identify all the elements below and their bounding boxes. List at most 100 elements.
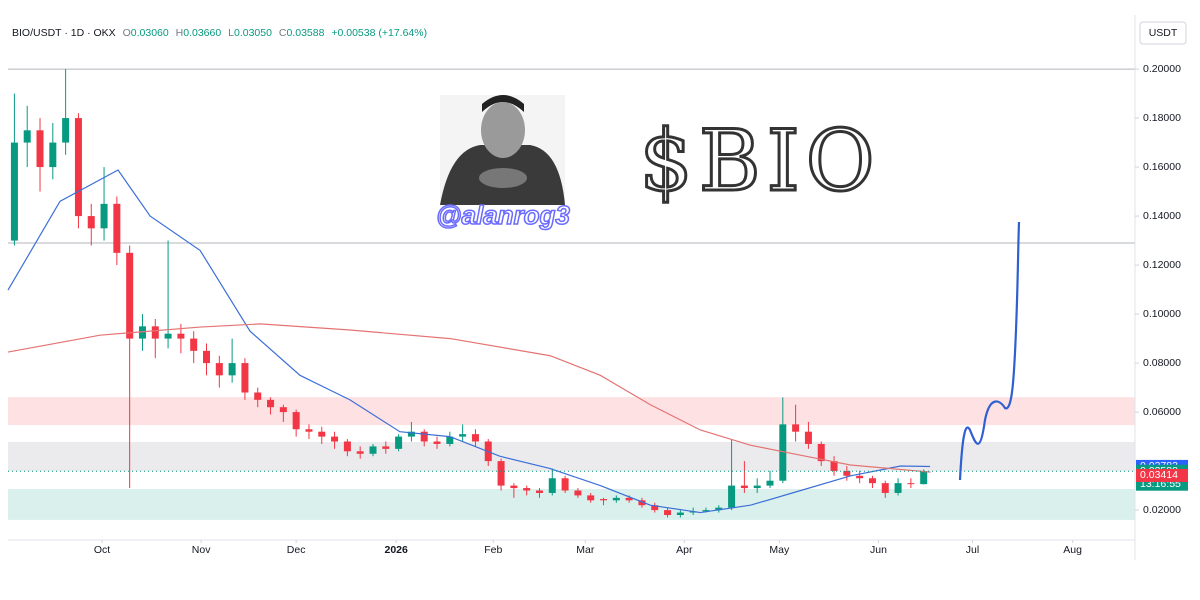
candle-body	[664, 510, 672, 516]
y-tick-label: 0.16000	[1143, 161, 1181, 173]
candle-body	[267, 399, 275, 408]
ohlc-key: H	[176, 27, 184, 39]
candle-body	[612, 497, 620, 501]
candle-body	[138, 326, 146, 339]
x-tick-label: Oct	[94, 544, 110, 556]
x-tick-label: Feb	[484, 544, 502, 556]
y-tick-label: 0.08000	[1143, 357, 1181, 369]
header: BIO/USDT · 1D · OKX O0.03060 H0.03660 L0…	[12, 27, 427, 39]
candle-body	[843, 470, 851, 476]
candle-body	[126, 252, 134, 339]
candle-body	[254, 392, 262, 400]
candle-body	[215, 363, 223, 376]
zone	[8, 489, 1135, 520]
zone	[8, 441, 1135, 472]
candle-body	[190, 338, 198, 351]
candle-body	[804, 431, 812, 444]
candle-body	[728, 485, 736, 508]
candle-body	[177, 333, 185, 339]
candle-body	[382, 446, 390, 449]
candle-body	[625, 497, 633, 501]
candle-body	[113, 203, 121, 253]
candle-body	[305, 429, 313, 432]
candle-body	[446, 436, 454, 444]
ohlc-key: L	[228, 27, 234, 39]
candle-body	[535, 490, 543, 493]
candle-body	[676, 512, 684, 516]
photo-hair	[482, 95, 524, 112]
candle-body	[100, 203, 108, 229]
candle-body	[164, 333, 172, 339]
candle-body	[907, 483, 915, 485]
candle-body	[894, 483, 902, 493]
x-tick-label: May	[769, 544, 790, 556]
candle-body	[228, 363, 236, 376]
x-tick-label: Jul	[966, 544, 979, 556]
currency-box[interactable]	[1139, 21, 1187, 45]
ohlc-value: 0.03050	[234, 27, 272, 39]
y-tick-label: 0.14000	[1143, 210, 1181, 222]
candle-body	[651, 505, 659, 511]
x-tick-label: Apr	[676, 544, 693, 556]
candle-body	[920, 471, 928, 485]
candle-body	[779, 424, 787, 481]
candle-body	[74, 118, 82, 217]
zone	[8, 397, 1135, 426]
candle-body	[523, 488, 531, 491]
candle-body	[817, 443, 825, 462]
candle-body	[881, 483, 889, 493]
y-tick-label: 0.18000	[1143, 112, 1181, 124]
candle-body	[49, 142, 57, 168]
x-tick-label: Nov	[192, 544, 211, 556]
candle-body	[292, 412, 300, 430]
moving-average	[7, 323, 931, 473]
candle-body	[318, 431, 326, 437]
price-label-box	[1136, 468, 1188, 482]
candle-body	[356, 451, 364, 454]
candle-body	[420, 431, 428, 442]
handle: @alanrog3	[436, 200, 570, 230]
candle-body	[600, 499, 608, 501]
candle-body	[241, 363, 249, 393]
candle-body	[36, 130, 44, 168]
change: +0.00538 (+17.64%)	[331, 27, 427, 39]
x-tick-label: Jun	[870, 544, 887, 556]
candle-body	[87, 216, 95, 229]
currency: USDT	[1149, 27, 1178, 39]
candle-body	[407, 431, 415, 437]
candle-body	[459, 434, 467, 437]
moving-average	[7, 169, 931, 514]
candle-body	[548, 478, 556, 493]
candle-body	[715, 507, 723, 511]
candle-body	[471, 434, 479, 442]
candle-body	[343, 441, 351, 452]
y-tick-label: 0.12000	[1143, 259, 1181, 271]
x-tick-label: Aug	[1063, 544, 1082, 556]
candle-body	[574, 490, 582, 496]
ohlc-key: O	[123, 27, 131, 39]
x-tick-label: Mar	[576, 544, 595, 556]
candle-body	[279, 407, 287, 413]
candle-body	[856, 475, 864, 479]
candle-body	[868, 478, 876, 484]
candle-body	[740, 485, 748, 489]
candle-body	[702, 510, 710, 512]
candle-body	[151, 326, 159, 339]
y-tick-label: 0.20000	[1143, 63, 1181, 75]
candle-body	[561, 478, 569, 491]
candle-body	[62, 118, 70, 143]
candle-body	[433, 441, 441, 444]
candle-body	[587, 495, 595, 501]
candle-body	[369, 446, 377, 454]
candle-body	[203, 350, 211, 364]
projection-drawing	[958, 221, 1021, 481]
candle-body	[497, 461, 505, 486]
candle-body	[766, 480, 774, 486]
candle-body	[23, 130, 31, 143]
y-tick-label: 0.02000	[1143, 504, 1181, 516]
photo-hands	[479, 168, 527, 188]
y-tick-label: 0.06000	[1143, 406, 1181, 418]
ohlc-key: C	[279, 27, 287, 39]
